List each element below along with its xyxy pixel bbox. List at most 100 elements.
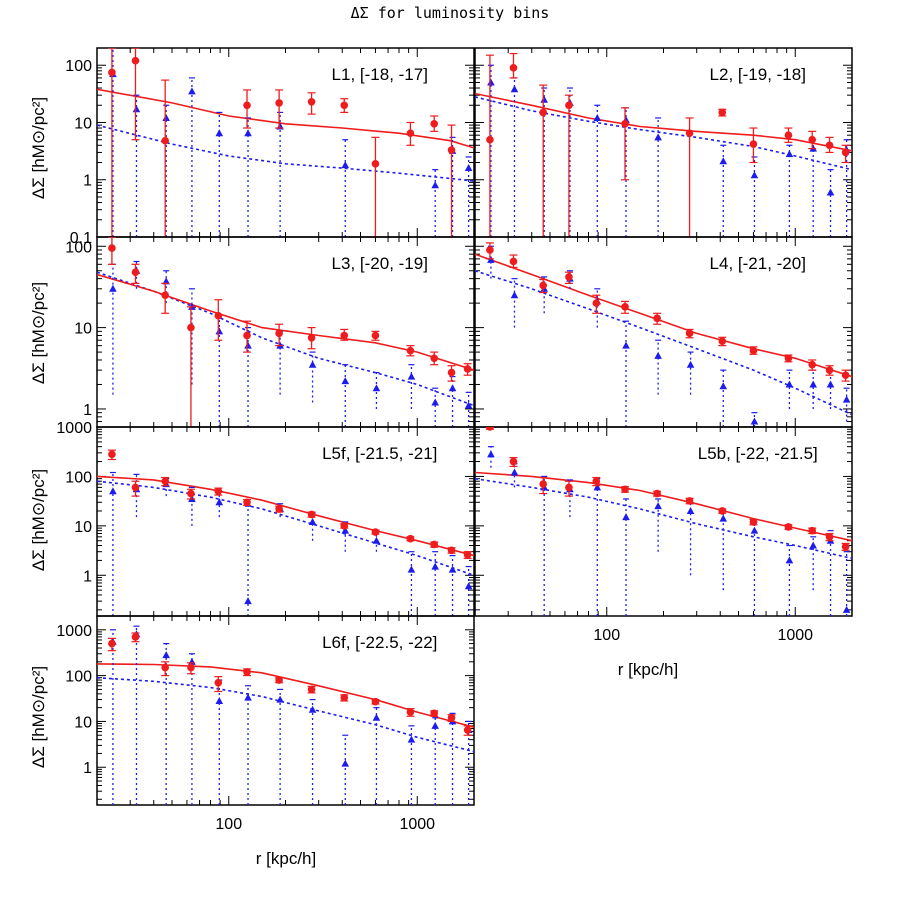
blue-point — [593, 483, 602, 491]
blue-point — [464, 582, 473, 590]
panel-label: L2, [-19, -18] — [710, 65, 806, 84]
red-point — [718, 108, 727, 117]
red-point — [243, 668, 251, 676]
panel-L5f: 1000 100 10 1 L5f, [-21.5, -21] — [56, 420, 475, 617]
red-point — [685, 497, 694, 505]
red-point — [653, 489, 661, 498]
red-point — [275, 505, 283, 513]
blue-point — [785, 150, 794, 158]
red-point — [808, 526, 817, 535]
blue-point — [622, 513, 630, 521]
figure-title: ΔΣ for luminosity bins — [351, 4, 550, 22]
red-point — [214, 678, 223, 687]
blue-point — [654, 502, 662, 510]
panel-label: L4, [-21, -20] — [710, 254, 806, 273]
red-point — [539, 480, 547, 488]
red-point — [214, 487, 223, 496]
red-point — [621, 119, 629, 128]
red-point — [784, 131, 793, 139]
red-point — [340, 331, 349, 340]
y-tick-label: 1 — [83, 568, 92, 585]
red-point — [340, 101, 349, 110]
red-point — [841, 148, 850, 157]
blue-point — [162, 277, 170, 285]
red-point — [371, 159, 380, 168]
red-point — [108, 450, 116, 459]
red-point — [447, 368, 456, 377]
red-point — [486, 427, 494, 431]
blue-point — [308, 360, 317, 368]
red-point — [539, 281, 547, 290]
panel-L6f: 1000 100 10 1 100 1000 L6f, [-22.5, -22] — [56, 615, 475, 833]
y-tick-label: 10 — [74, 321, 92, 338]
y-tick-label: 1 — [83, 173, 92, 190]
red-point — [749, 140, 758, 148]
red-point — [539, 108, 547, 117]
panel-label: L1, [-18, -17] — [332, 65, 428, 84]
red-point — [808, 135, 817, 144]
blue-point — [809, 541, 818, 549]
red-point — [447, 546, 456, 555]
red-point — [371, 528, 380, 536]
blue-point — [244, 597, 252, 605]
red-point — [275, 329, 283, 338]
red-point — [406, 534, 415, 543]
panel-L3: 100 10 1 L3, [-20, -19] — [65, 236, 475, 428]
red-point — [406, 129, 415, 138]
red-point — [430, 709, 439, 718]
panel-label: L3, [-20, -19] — [332, 254, 428, 273]
blue-point — [431, 181, 440, 189]
plot-area — [475, 427, 852, 616]
red-point — [307, 333, 316, 342]
blue-model-line — [475, 96, 852, 171]
blue-point — [785, 556, 794, 564]
red-point — [340, 522, 349, 530]
blue-point — [341, 759, 350, 767]
blue-point — [244, 693, 252, 701]
blue-point — [686, 360, 695, 368]
red-point — [718, 337, 727, 346]
red-model-line — [97, 88, 474, 149]
panel-L2: L2, [-19, -18] — [474, 47, 853, 238]
red-point — [371, 697, 380, 706]
red-point — [509, 457, 518, 466]
blue-point — [372, 536, 381, 544]
y-tick-label: 1 — [83, 402, 92, 419]
red-point — [307, 685, 316, 694]
blue-model-line — [97, 676, 474, 753]
y-tick-label: 10 — [74, 714, 92, 731]
x-tick-label-secondary: 100 — [593, 627, 620, 644]
blue-model-line — [475, 477, 852, 560]
blue-point — [341, 377, 350, 385]
blue-point — [826, 380, 835, 388]
red-point — [825, 141, 834, 150]
blue-point — [464, 401, 473, 409]
ylabel-row1: ΔΣ [hM⊙/pc²] — [29, 97, 48, 199]
blue-model-line — [97, 271, 474, 407]
y-tick-label: 10 — [74, 115, 92, 132]
blue-point — [654, 351, 662, 359]
blue-point — [215, 327, 224, 335]
red-point — [187, 489, 195, 498]
red-point — [430, 354, 439, 363]
red-model-line — [97, 663, 474, 728]
blue-point — [540, 95, 548, 103]
red-point — [161, 477, 169, 486]
red-model-line — [475, 471, 852, 542]
panel-label: L5b, [-22, -21.5] — [698, 444, 818, 463]
red-point — [131, 633, 140, 641]
plot-area — [475, 52, 852, 237]
red-point — [307, 510, 316, 519]
red-point — [718, 507, 727, 515]
panel-L1: 100 10 1 0.1 L1, [-18, -17] — [65, 47, 475, 247]
red-point — [161, 663, 169, 672]
x-tick-label-secondary: 1000 — [777, 627, 813, 644]
red-point — [685, 129, 694, 138]
blue-model-line — [97, 480, 474, 577]
red-point — [685, 329, 694, 338]
blue-point — [341, 161, 350, 169]
y-tick-label: 1 — [83, 760, 92, 777]
panel-L5b: L5b, [-22, -21.5] — [474, 426, 853, 617]
blue-point — [431, 398, 440, 406]
